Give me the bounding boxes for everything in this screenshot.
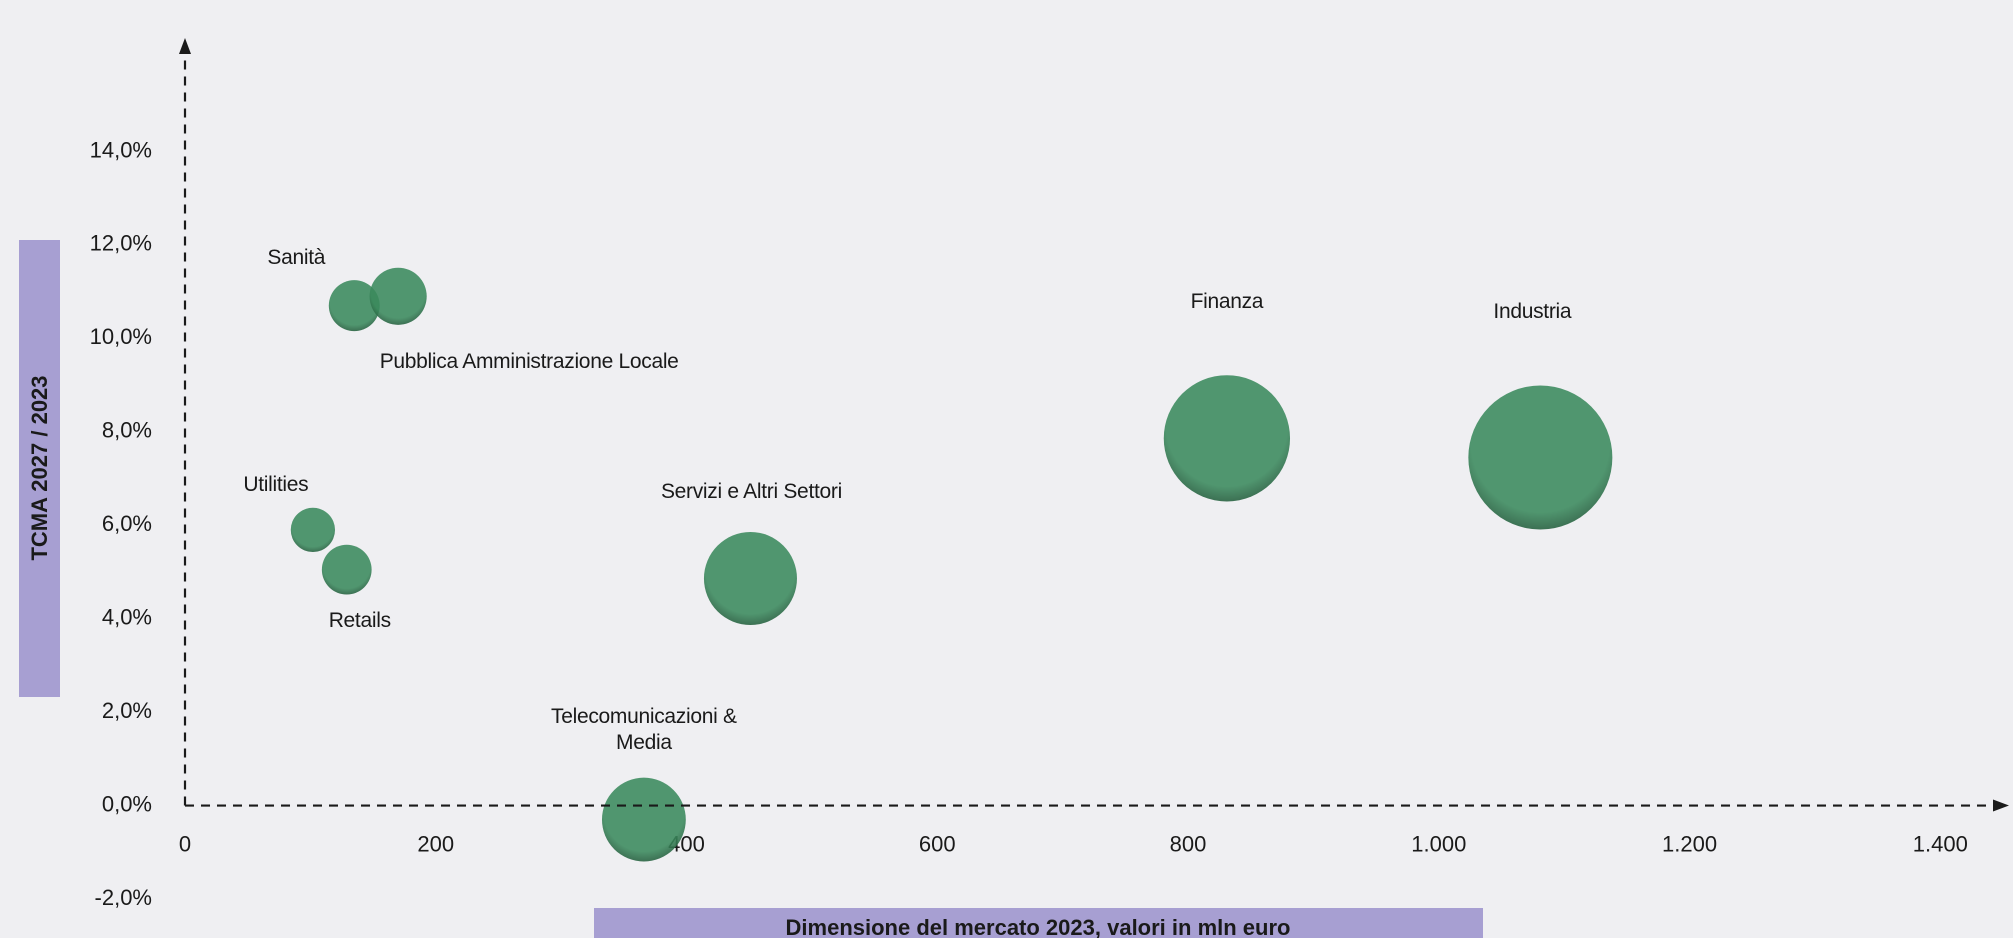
x-tick-label: 800: [1170, 831, 1207, 856]
bubble-shade: [601, 777, 686, 862]
y-tick-label: 6,0%: [102, 511, 152, 536]
x-axis-arrow: [1993, 799, 2009, 812]
bubble-label: Servizi e Altri Settori: [660, 480, 842, 504]
bubble-label: Telecomunicazioni & Media: [551, 704, 737, 754]
bubble-shade: [321, 544, 372, 595]
x-axis-title: Dimensione del mercato 2023, valori in m…: [785, 915, 1291, 938]
x-tick-label: 0: [179, 831, 191, 856]
bubble-shade: [328, 280, 380, 332]
bubble-shade: [1163, 375, 1291, 502]
y-tick-label: 0,0%: [102, 791, 152, 816]
bubble-shade: [290, 507, 336, 553]
y-axis-arrow: [179, 38, 191, 54]
x-tick-label: 200: [417, 831, 454, 856]
y-tick-label: 2,0%: [102, 698, 152, 723]
x-tick-label: 1.000: [1411, 831, 1466, 856]
y-tick-label: 8,0%: [102, 418, 152, 443]
y-label-band: [19, 240, 60, 697]
x-tick-label: 1.400: [1913, 831, 1968, 856]
x-tick-label: 600: [919, 831, 956, 856]
bubble-label: Utilities: [243, 472, 309, 496]
y-tick-label: 14,0%: [90, 137, 152, 162]
bubble-label: Pubblica Amministrazione Locale: [379, 350, 679, 374]
y-tick-label: 4,0%: [102, 604, 152, 629]
y-tick-label: 12,0%: [90, 231, 152, 256]
bubble-shade: [369, 267, 427, 325]
bubble-label: Retails: [328, 608, 391, 632]
bubble-label: Sanità: [267, 245, 326, 269]
y-tick-label: 10,0%: [90, 324, 152, 349]
x-label-band: [594, 908, 1483, 938]
y-axis-title: TCMA 2027 / 2023: [27, 375, 52, 561]
x-tick-label: 1.200: [1662, 831, 1717, 856]
bubble-label: Finanza: [1190, 290, 1264, 314]
bubble-shade: [703, 531, 797, 625]
bubble-label: Industria: [1493, 300, 1572, 324]
bubble-shade: [1468, 385, 1613, 530]
y-tick-label: -2,0%: [95, 885, 152, 910]
